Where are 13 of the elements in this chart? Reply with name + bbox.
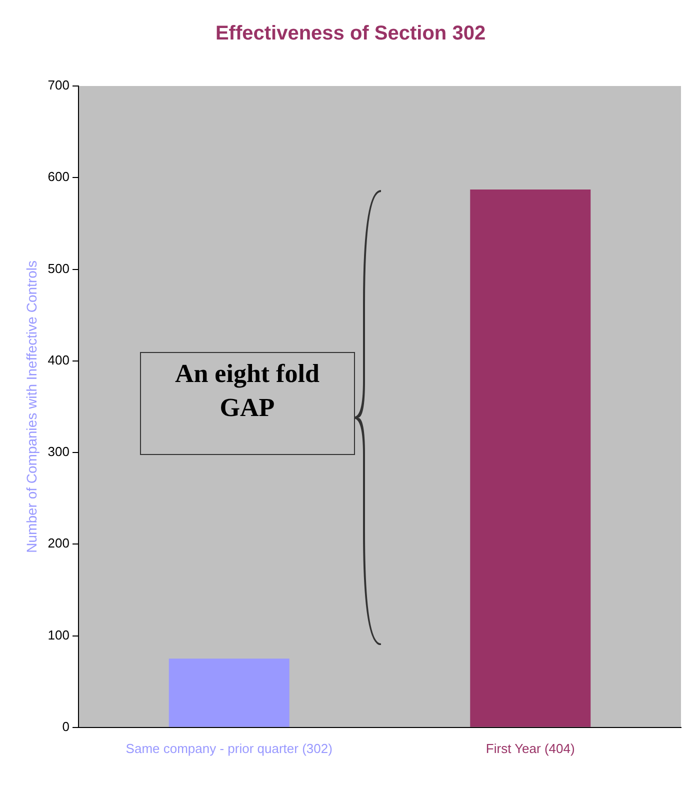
y-tick-label: 300 [48, 444, 70, 460]
y-axis-title: Number of Companies with Ineffective Controls [23, 260, 40, 553]
y-tick-label: 600 [48, 169, 70, 184]
y-tick-label: 0 [62, 718, 70, 734]
x-tick-label: First Year (404) [486, 740, 575, 756]
annotation: An eight fold GAP [140, 352, 355, 456]
y-tick-label: 100 [48, 627, 70, 642]
y-tick-label: 700 [48, 78, 70, 93]
y-tick-label: 200 [48, 536, 70, 551]
y-tick-label: 400 [48, 352, 70, 368]
chart-title: Effectiveness of Section 302 [215, 22, 486, 45]
x-tick-label: Same company - prior quarter (302) [126, 740, 332, 756]
y-tick-label: 500 [48, 260, 70, 276]
